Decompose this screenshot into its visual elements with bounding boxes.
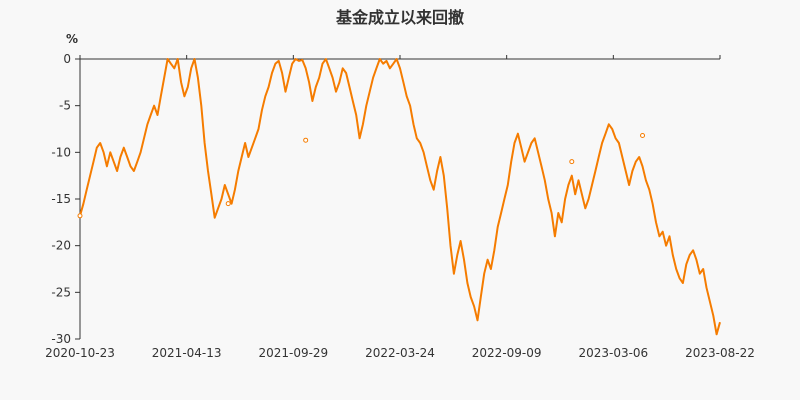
y-tick-label: -25 xyxy=(51,285,71,299)
x-tick-label: 2023-08-22 xyxy=(685,346,755,360)
drawdown-line xyxy=(79,58,721,336)
y-axis-unit: % xyxy=(66,32,78,46)
marker-point xyxy=(303,137,309,143)
marker-point xyxy=(77,213,83,219)
x-tick-label: 2023-03-06 xyxy=(578,346,648,360)
x-tick-label: 2022-03-24 xyxy=(365,346,435,360)
y-tick-label: -10 xyxy=(51,145,71,159)
y-tick-label: -15 xyxy=(51,192,71,206)
x-tick-label: 2022-09-09 xyxy=(472,346,542,360)
y-tick-label: -30 xyxy=(51,332,71,346)
y-tick-label: -20 xyxy=(51,239,71,253)
y-tick-label: 0 xyxy=(63,52,71,66)
x-tick-label: 2021-09-29 xyxy=(258,346,328,360)
marker-point xyxy=(640,133,646,139)
x-tick-label: 2021-04-13 xyxy=(152,346,222,360)
chart-title: 基金成立以来回撤 xyxy=(335,8,464,27)
y-tick-label: -5 xyxy=(59,99,71,113)
marker-point xyxy=(225,201,231,207)
x-tick-label: 2020-10-23 xyxy=(45,346,115,360)
marker-point xyxy=(569,159,575,165)
